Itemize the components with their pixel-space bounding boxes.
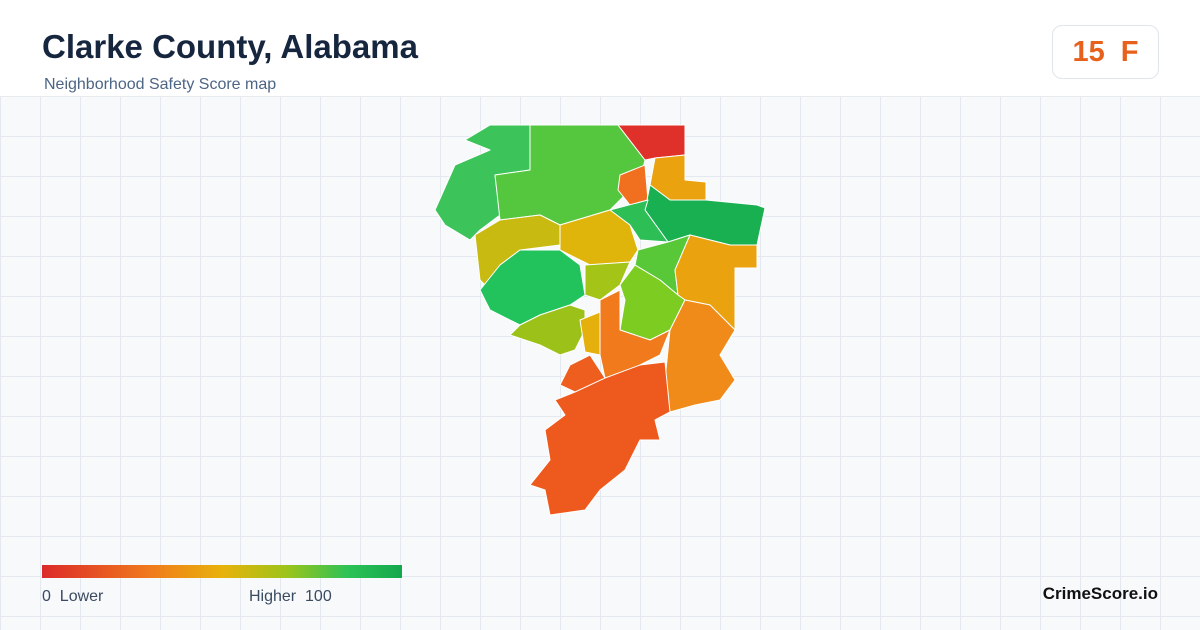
legend-min-label: Lower: [59, 588, 104, 605]
region: [599, 289, 671, 379]
legend-min-value: 0: [42, 588, 51, 605]
header: [0, 0, 1200, 97]
region: [529, 361, 671, 516]
region: [509, 304, 586, 356]
score-value: 15: [1072, 35, 1105, 68]
score-grade: F: [1120, 35, 1139, 68]
legend-gradient: [42, 565, 402, 578]
region: [584, 261, 631, 301]
title: Clarke County, Alabama: [42, 28, 418, 65]
legend-max-value: 100: [305, 588, 332, 605]
subtitle: Neighborhood Safety Score map: [44, 76, 277, 93]
score-box: 15 F: [1052, 25, 1159, 79]
region: [664, 299, 736, 413]
legend-max: Higher 100: [249, 588, 332, 606]
legend-max-label: Higher: [249, 588, 297, 605]
region: [559, 209, 639, 266]
region: [579, 311, 601, 356]
legend-min: 0 Lower: [42, 588, 103, 606]
brand: CrimeScore.io: [1042, 584, 1158, 603]
